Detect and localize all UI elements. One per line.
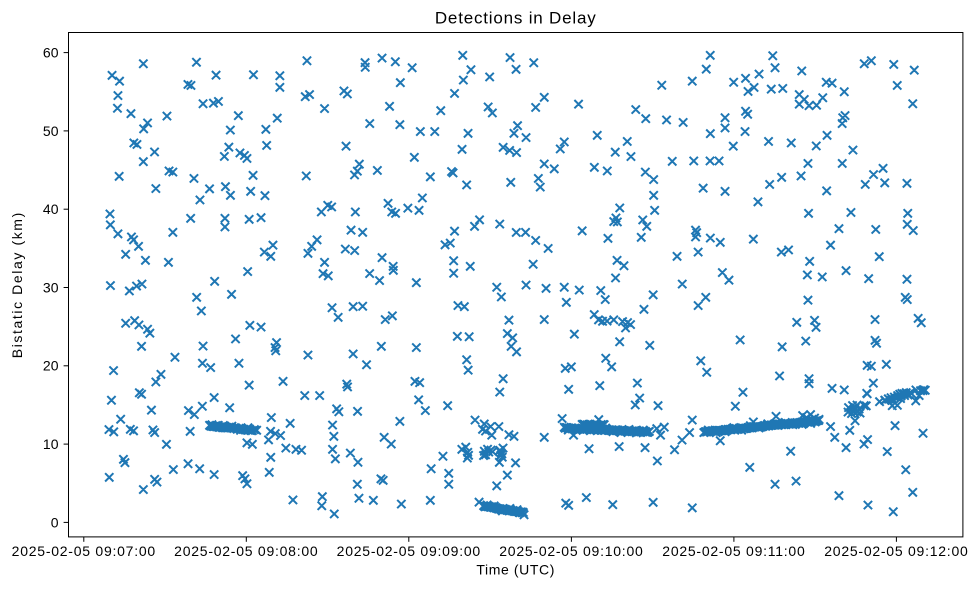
svg-text:60: 60: [43, 45, 59, 61]
svg-text:2025-02-05 09:12:00: 2025-02-05 09:12:00: [824, 543, 968, 559]
svg-text:40: 40: [43, 201, 59, 217]
svg-text:20: 20: [43, 358, 59, 374]
svg-text:50: 50: [43, 123, 59, 139]
svg-text:2025-02-05 09:09:00: 2025-02-05 09:09:00: [337, 543, 481, 559]
svg-text:0: 0: [51, 514, 59, 530]
svg-text:2025-02-05 09:10:00: 2025-02-05 09:10:00: [499, 543, 643, 559]
svg-text:2025-02-05 09:07:00: 2025-02-05 09:07:00: [12, 543, 156, 559]
svg-text:Bistatic Delay (km): Bistatic Delay (km): [9, 211, 25, 358]
svg-text:2025-02-05 09:08:00: 2025-02-05 09:08:00: [174, 543, 318, 559]
svg-text:10: 10: [43, 436, 59, 452]
svg-text:Detections in Delay: Detections in Delay: [435, 9, 597, 28]
svg-text:Time (UTC): Time (UTC): [476, 562, 555, 578]
svg-text:30: 30: [43, 279, 59, 295]
svg-text:2025-02-05 09:11:00: 2025-02-05 09:11:00: [662, 543, 805, 559]
